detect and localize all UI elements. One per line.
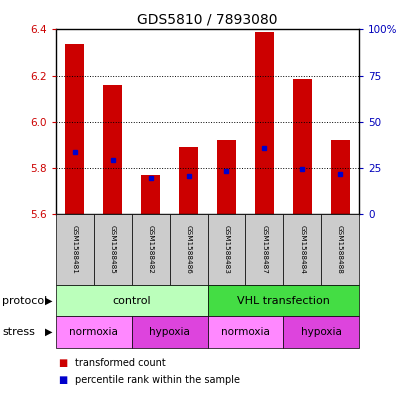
Text: percentile rank within the sample: percentile rank within the sample [75, 375, 240, 386]
Text: protocol: protocol [2, 296, 47, 306]
Text: GSM1588485: GSM1588485 [110, 225, 116, 274]
Bar [103, 85, 122, 214]
Bar [179, 147, 198, 214]
Text: hypoxia: hypoxia [149, 327, 190, 337]
Text: VHL transfection: VHL transfection [237, 296, 330, 306]
Text: normoxia: normoxia [69, 327, 118, 337]
Text: normoxia: normoxia [221, 327, 270, 337]
Bar [141, 175, 160, 214]
Bar [217, 140, 236, 214]
Text: ▶: ▶ [45, 327, 53, 337]
Text: stress: stress [2, 327, 35, 337]
Text: ▶: ▶ [45, 296, 53, 306]
Bar [66, 44, 84, 214]
Bar [293, 79, 312, 214]
Text: GSM1588486: GSM1588486 [186, 225, 192, 274]
Text: GSM1588481: GSM1588481 [72, 225, 78, 274]
Text: GSM1588484: GSM1588484 [299, 225, 305, 274]
Text: GSM1588483: GSM1588483 [223, 225, 229, 274]
Text: ■: ■ [58, 375, 67, 386]
Text: GSM1588487: GSM1588487 [261, 225, 267, 274]
Bar [331, 140, 349, 214]
Text: control: control [112, 296, 151, 306]
Text: transformed count: transformed count [75, 358, 166, 368]
Text: ■: ■ [58, 358, 67, 368]
Text: GDS5810 / 7893080: GDS5810 / 7893080 [137, 13, 278, 27]
Text: GSM1588488: GSM1588488 [337, 225, 343, 274]
Text: GSM1588482: GSM1588482 [148, 225, 154, 274]
Text: hypoxia: hypoxia [301, 327, 342, 337]
Bar [255, 32, 274, 214]
